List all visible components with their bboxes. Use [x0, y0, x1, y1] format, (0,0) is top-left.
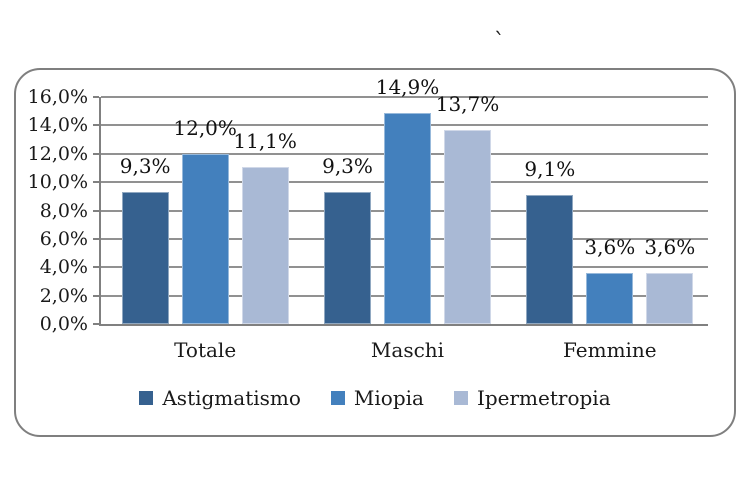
data-label-totale-astigmatismo: 9,3% — [119, 154, 171, 179]
legend-swatch-icon — [453, 391, 468, 405]
y-axis-tick — [93, 294, 99, 297]
bar-maschi-miopia — [384, 112, 431, 324]
y-axis-tick — [93, 152, 99, 155]
y-tick-label-100: 10,0% — [27, 171, 88, 194]
y-axis-line — [99, 97, 101, 326]
y-axis-tick — [93, 209, 99, 212]
category-label-maschi: Maschi — [370, 338, 445, 362]
x-axis-line — [99, 324, 708, 326]
legend: Astigmatismo Miopia Ipermetropia — [16, 386, 734, 410]
chart-frame: 9,3% 12,0% 11,1% 9,3% 14,9% 13,7% 9,1% 3,6% 3,6%… — [14, 68, 736, 437]
legend-swatch-icon — [139, 391, 154, 405]
data-label-maschi-miopia: 14,9% — [375, 74, 440, 99]
plot-area: 9,3% 12,0% 11,1% 9,3% 14,9% 13,7% 9,1% 3,6% 3,6% — [93, 76, 708, 326]
bar-totale-astigmatismo — [121, 192, 169, 324]
data-label-totale-ipermetropia: 11,1% — [233, 128, 297, 153]
data-label-femmine-astigmatismo: 9,1% — [524, 156, 576, 181]
y-axis-tick — [93, 124, 99, 127]
y-tick-label-00: 0,0% — [39, 313, 88, 335]
bar-femmine-miopia — [586, 272, 634, 324]
y-axis-tick — [93, 237, 99, 240]
legend-swatch-icon — [330, 391, 345, 405]
category-label-femmine: Femmine — [562, 338, 657, 362]
category-label-totale: Totale — [174, 338, 237, 362]
y-tick-label-120: 12,0% — [27, 142, 88, 165]
bar-maschi-ipermetropia — [444, 129, 491, 324]
legend-label: Astigmatismo — [162, 386, 301, 410]
legend-label: Miopia — [353, 386, 424, 410]
y-axis-tick — [93, 96, 99, 98]
y-tick-label-20: 2,0% — [39, 284, 88, 307]
bar-totale-miopia — [181, 153, 229, 324]
data-label-femmine-miopia: 3,6% — [584, 234, 636, 259]
bar-totale-ipermetropia — [241, 166, 289, 324]
data-label-maschi-ipermetropia: 13,7% — [435, 91, 500, 116]
stray-backtick-character: ` — [494, 30, 505, 55]
legend-item-astigmatismo: Astigmatismo — [139, 386, 301, 410]
bar-femmine-ipermetropia — [646, 272, 694, 324]
y-axis-tick — [93, 181, 99, 184]
bar-maschi-astigmatismo — [324, 192, 371, 324]
y-axis-tick — [93, 323, 99, 325]
bar-femmine-astigmatismo — [526, 194, 574, 324]
y-tick-label-80: 8,0% — [39, 199, 88, 222]
data-label-maschi-astigmatismo: 9,3% — [322, 154, 373, 179]
legend-label: Ipermetropia — [476, 386, 611, 410]
data-label-femmine-ipermetropia: 3,6% — [644, 234, 696, 259]
gridline-16 — [101, 96, 708, 98]
y-tick-label-140: 14,0% — [27, 114, 88, 137]
y-tick-label-40: 4,0% — [39, 256, 88, 279]
y-axis-tick — [93, 266, 99, 269]
legend-item-ipermetropia: Ipermetropia — [453, 386, 611, 410]
legend-item-miopia: Miopia — [330, 386, 424, 410]
data-label-totale-miopia: 12,0% — [173, 115, 237, 140]
y-tick-label-60: 6,0% — [39, 227, 88, 250]
y-tick-label-160: 16,0% — [27, 86, 88, 108]
